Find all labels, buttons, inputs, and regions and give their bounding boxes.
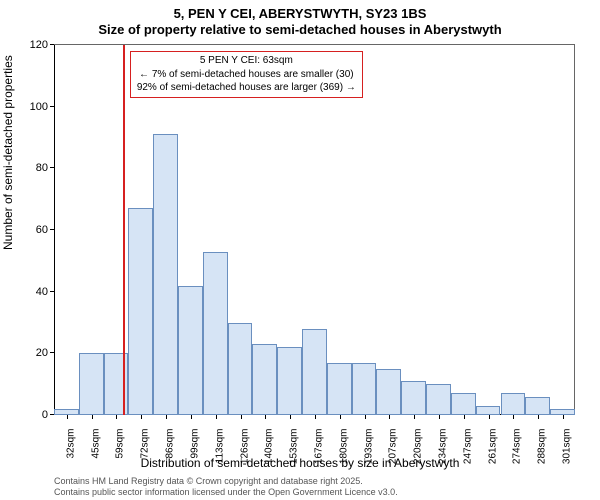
x-tick-mark — [141, 415, 142, 419]
y-tick-mark — [50, 106, 54, 107]
annotation-line: 5 PEN Y CEI: 63sqm — [137, 54, 356, 68]
x-tick-mark — [563, 415, 564, 419]
y-tick-label: 100 — [30, 101, 54, 113]
x-tick-mark — [116, 415, 117, 419]
x-tick-mark — [67, 415, 68, 419]
annotation-line: ← 7% of semi-detached houses are smaller… — [137, 68, 356, 82]
histogram-bar — [327, 363, 352, 415]
y-tick-label: 60 — [36, 224, 54, 236]
histogram-bar — [203, 252, 228, 415]
x-tick-mark — [538, 415, 539, 419]
histogram-bar — [352, 363, 377, 415]
y-tick-mark — [50, 229, 54, 230]
histogram-bar — [501, 393, 526, 415]
histogram-bar — [277, 347, 302, 415]
histogram-bar — [128, 208, 153, 415]
x-tick-mark — [389, 415, 390, 419]
histogram-bar — [376, 369, 401, 415]
annotation-box: 5 PEN Y CEI: 63sqm← 7% of semi-detached … — [130, 51, 363, 98]
x-tick-mark — [340, 415, 341, 419]
y-tick-mark — [50, 44, 54, 45]
x-tick-mark — [290, 415, 291, 419]
annotation-line: 92% of semi-detached houses are larger (… — [137, 81, 356, 95]
x-tick-mark — [265, 415, 266, 419]
x-axis-label: Distribution of semi-detached houses by … — [0, 456, 600, 470]
x-tick-mark — [315, 415, 316, 419]
y-tick-mark — [50, 352, 54, 353]
reference-line — [123, 45, 125, 415]
x-tick-mark — [166, 415, 167, 419]
histogram-bar — [525, 397, 550, 416]
chart-title-address: 5, PEN Y CEI, ABERYSTWYTH, SY23 1BS — [0, 6, 600, 21]
histogram-bar — [228, 323, 253, 416]
histogram-bar — [252, 344, 277, 415]
x-tick-mark — [92, 415, 93, 419]
x-tick-mark — [489, 415, 490, 419]
y-tick-label: 120 — [30, 39, 54, 51]
y-axis-label: Number of semi-detached properties — [1, 55, 15, 250]
y-tick-label: 40 — [36, 286, 54, 298]
x-tick-mark — [439, 415, 440, 419]
y-tick-mark — [50, 291, 54, 292]
y-tick-mark — [50, 167, 54, 168]
y-tick-label: 80 — [36, 162, 54, 174]
histogram-bar — [302, 329, 327, 415]
footnote-registry: Contains HM Land Registry data © Crown c… — [54, 476, 363, 486]
y-axis-line — [54, 45, 55, 415]
x-tick-mark — [241, 415, 242, 419]
histogram-bar — [426, 384, 451, 415]
footnote-licence: Contains public sector information licen… — [54, 487, 398, 497]
y-tick-label: 0 — [42, 409, 54, 421]
x-tick-mark — [414, 415, 415, 419]
x-tick-mark — [464, 415, 465, 419]
chart-title-desc: Size of property relative to semi-detach… — [0, 22, 600, 37]
histogram-bar — [401, 381, 426, 415]
y-tick-label: 20 — [36, 347, 54, 359]
x-tick-mark — [513, 415, 514, 419]
histogram-bar — [451, 393, 476, 415]
x-tick-mark — [216, 415, 217, 419]
histogram-bar — [476, 406, 501, 415]
histogram-bar — [153, 134, 178, 415]
chart-container: 5, PEN Y CEI, ABERYSTWYTH, SY23 1BS Size… — [0, 0, 600, 500]
histogram-bar — [79, 353, 104, 415]
x-tick-mark — [365, 415, 366, 419]
x-tick-mark — [191, 415, 192, 419]
histogram-bar — [178, 286, 203, 416]
plot-area: 0204060801001205 PEN Y CEI: 63sqm← 7% of… — [54, 44, 575, 415]
